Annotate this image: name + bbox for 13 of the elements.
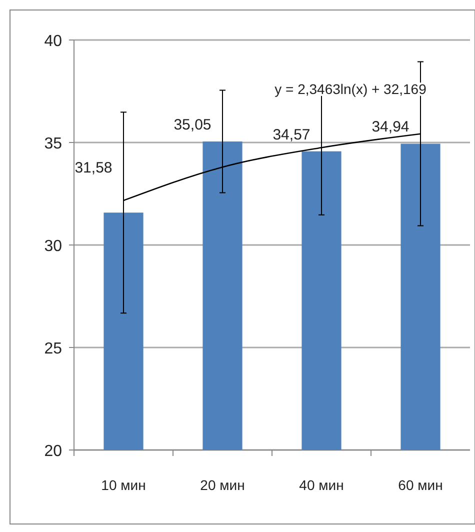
y-tick-label: 35 [44,136,62,152]
data-label: 34,57 [272,126,310,144]
x-tick-label: 20 мин [200,477,245,493]
data-label: 35,05 [174,116,212,134]
x-tick-label: 60 мин [398,477,443,493]
x-tick-label: 10 мин [101,477,146,493]
y-tick-label: 30 [44,238,62,255]
y-tick-label: 40 [44,33,62,50]
data-label: 31,58 [74,160,112,177]
y-tick-label: 20 [44,443,62,460]
y-tick-label: 25 [44,340,62,358]
x-tick-label: 40 мин [299,477,344,493]
data-label: 34,94 [372,118,410,136]
